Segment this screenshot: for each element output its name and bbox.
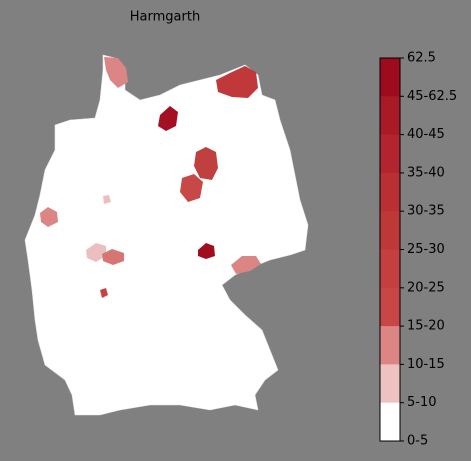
country-outline <box>24 54 309 416</box>
colorbar-label: 15-20 <box>407 319 445 334</box>
colorbar-segment <box>380 58 400 97</box>
colorbar-label: 25-30 <box>407 242 445 257</box>
colorbar-label: 10-15 <box>407 357 445 372</box>
region <box>100 288 108 298</box>
colorbar-label: 5-10 <box>407 395 437 410</box>
colorbar-label: 62.5 <box>407 51 436 66</box>
colorbar-label: 20-25 <box>407 280 445 295</box>
colorbar-label: 0-5 <box>407 434 428 449</box>
region <box>104 57 128 88</box>
colorbar-segment <box>380 402 400 442</box>
region <box>158 106 178 131</box>
colorbar-segment <box>380 326 400 365</box>
region <box>103 195 111 204</box>
germany-map <box>24 54 309 416</box>
region <box>86 243 106 262</box>
region <box>198 243 215 259</box>
colorbar-label: 30-35 <box>407 204 445 219</box>
region <box>216 66 258 98</box>
colorbar-segment <box>380 96 400 136</box>
colorbar-segment <box>380 172 400 212</box>
map-title: Harmgarth <box>130 10 200 25</box>
colorbar: 62.5 45-62.5 40-45 35-40 30-35 25-30 20-25 15-2… <box>379 51 457 449</box>
colorbar-label: 40-45 <box>407 127 445 142</box>
colorbar-segment <box>380 211 400 250</box>
colorbar-segment <box>380 134 400 174</box>
region <box>102 249 124 265</box>
region <box>180 174 203 202</box>
region <box>231 256 261 274</box>
colorbar-label: 35-40 <box>407 165 445 180</box>
colorbar-segment <box>380 364 400 404</box>
colorbar-segment <box>380 287 400 327</box>
region <box>40 207 58 227</box>
colorbar-label: 45-62.5 <box>407 89 457 104</box>
colorbar-segment <box>380 249 400 289</box>
region <box>194 147 218 180</box>
